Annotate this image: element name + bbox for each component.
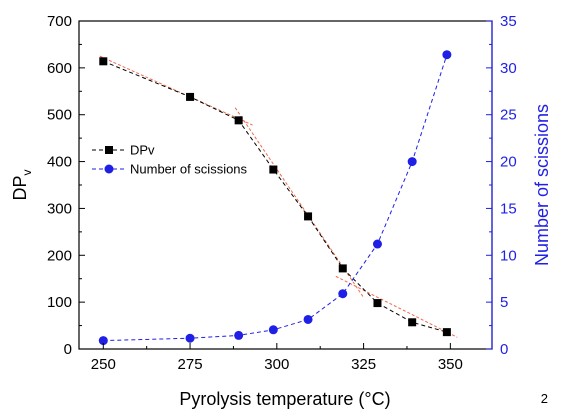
scissions-point <box>268 325 278 335</box>
scissions-point <box>303 314 313 324</box>
fit-line <box>99 55 253 126</box>
y-right-tick-label: 25 <box>500 107 517 124</box>
x-tick-label: 250 <box>91 356 116 373</box>
y-right-tick-label: 35 <box>500 13 517 30</box>
dpv-point <box>304 212 313 221</box>
y-axis-left-title-sub: v <box>20 169 34 175</box>
dpv-point <box>338 264 347 273</box>
series-markers <box>98 50 452 346</box>
x-tick-label: 300 <box>264 356 289 373</box>
y-left-tick-label: 400 <box>47 154 72 171</box>
scissions-point <box>442 50 452 60</box>
y-right-tick-label: 5 <box>500 294 508 311</box>
dpv-point <box>269 165 278 174</box>
fit-lines <box>99 55 458 338</box>
scissions-point <box>234 330 244 340</box>
dpv-series-line <box>103 60 448 333</box>
dpv-point <box>186 92 195 101</box>
fit-line <box>335 275 458 338</box>
series-lines <box>103 54 448 342</box>
dpv-point <box>234 116 243 125</box>
y-right-tick-label: 0 <box>500 341 508 358</box>
plot-frame <box>78 20 493 350</box>
scissions-point <box>185 333 195 343</box>
legend-label: DPv <box>130 143 155 158</box>
dpv-point <box>99 57 108 66</box>
legend-square-marker <box>105 146 113 154</box>
x-tick-label: 325 <box>351 356 376 373</box>
y-left-tick-label: 0 <box>64 341 72 358</box>
page-number: 2 <box>541 391 548 406</box>
x-tick-label: 275 <box>178 356 203 373</box>
y-left-tick-label: 100 <box>47 294 72 311</box>
legend-circle-marker <box>104 164 114 174</box>
y-right-tick-label: 15 <box>500 200 517 217</box>
y-right-tick-label: 20 <box>500 154 517 171</box>
y-axis-left-title: DPv <box>10 169 34 200</box>
dpv-point <box>442 328 451 337</box>
scissions-series-line <box>103 54 448 342</box>
y-left-tick-label: 200 <box>47 247 72 264</box>
y-right-tick-label: 10 <box>500 247 517 264</box>
dpv-point <box>373 299 382 308</box>
y-left-tick-label: 300 <box>47 200 72 217</box>
y-axis-left-title-main: DP <box>10 175 30 200</box>
dpv-point <box>408 318 417 327</box>
scissions-point <box>98 336 108 346</box>
y-axis-right-title: Number of scissions <box>532 104 552 266</box>
scissions-point <box>372 239 382 249</box>
legend-label: Number of scissions <box>130 162 248 177</box>
y-left-tick-label: 700 <box>47 13 72 30</box>
y-right-tick-label: 30 <box>500 60 517 77</box>
scissions-point <box>407 157 417 167</box>
scissions-point <box>338 289 348 299</box>
y-left-tick-label: 500 <box>47 107 72 124</box>
axes: 250 275 300 325 350 0 100 200 300 400 500 600 700 0 5 1… <box>47 13 517 373</box>
x-axis-title: Pyrolysis temperature (°C) <box>179 389 390 409</box>
legend: DPv Number of scissions <box>92 143 248 177</box>
x-tick-label: 350 <box>438 356 463 373</box>
y-left-tick-label: 600 <box>47 60 72 77</box>
